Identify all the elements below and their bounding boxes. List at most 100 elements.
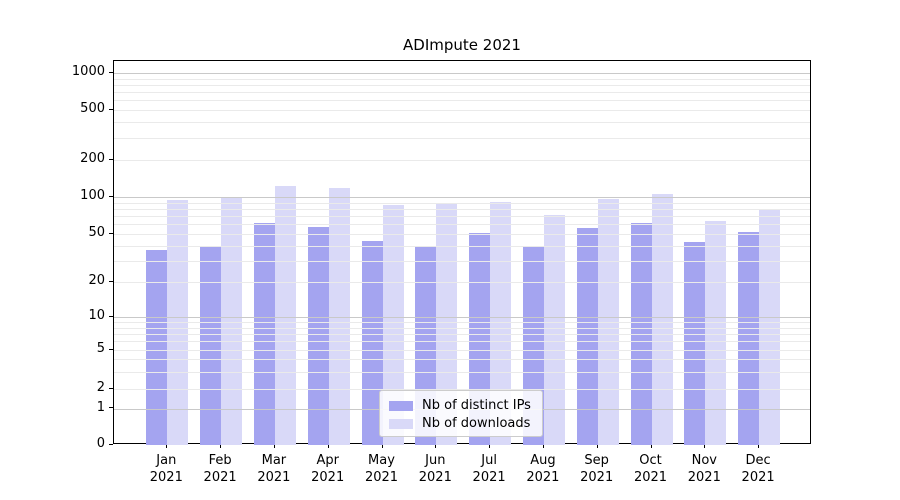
y-tick-label: 1 [96,399,105,415]
x-tick-label: Mar 2021 [257,453,291,485]
gridline-minor [114,100,810,102]
bar-distinct-ips-11 [738,231,760,445]
y-tick-label: 0 [96,436,105,451]
chart-title: ADImpute 2021 [403,36,521,54]
y-tick [109,315,113,317]
x-tick [220,444,222,448]
gridline-minor [114,110,810,111]
gridline-minor [114,224,810,226]
x-tick-label: Jan 2021 [149,453,183,485]
gridline-minor [114,216,810,218]
gridline-minor [114,282,810,283]
gridline-minor [114,359,810,361]
bar-distinct-ips-1 [200,245,222,445]
y-tick-label: 10 [88,308,105,323]
gridline-minor [114,322,810,324]
y-tick-label: 100 [80,188,105,203]
gridline-minor [114,137,810,139]
y-tick-label: 5 [96,341,105,356]
x-tick-label: May 2021 [364,453,399,485]
bar-downloads-7 [543,215,565,445]
x-tick-label: Oct 2021 [633,453,668,485]
x-tick-label: Feb 2021 [203,453,237,485]
plot-area [113,60,811,445]
y-tick-label: 50 [88,225,105,240]
bar-downloads-1 [221,197,243,445]
bar-downloads-11 [759,209,781,445]
gridline-minor [114,260,810,262]
x-tick [273,444,275,448]
y-tick-label: 500 [80,101,105,116]
x-tick [758,444,760,448]
grid-layer [114,61,810,443]
x-tick-label: Nov 2021 [687,453,721,485]
y-tick [109,71,113,73]
y-tick [109,407,113,408]
gridline-minor [114,78,810,80]
bar-distinct-ips-2 [253,222,275,445]
bar-distinct-ips-3 [307,227,329,445]
gridline-minor [114,202,810,204]
bar-downloads-3 [328,187,350,445]
y-tick-label: 20 [88,273,105,288]
y-tick [109,387,113,389]
x-tick-label: Aug 2021 [526,453,560,485]
bar-distinct-ips-0 [146,249,168,445]
y-tick [109,108,113,110]
gridline-minor [114,92,810,94]
gridline-major [114,73,810,74]
x-tick-label: Jun 2021 [418,453,452,485]
bar-downloads-2 [274,185,296,445]
gridline-minor [114,341,810,343]
gridline-minor [114,327,810,329]
legend-swatch-distinct-ips-icon [389,401,413,411]
y-tick [109,443,113,445]
y-tick [109,158,113,160]
x-tick [596,444,598,448]
legend-item-distinct-ips: Nb of distinct IPs [389,397,534,415]
legend: Nb of distinct IPs Nb of downloads [379,390,543,437]
x-tick [435,444,437,448]
gridline-minor [114,333,810,335]
gridline-minor [114,122,810,124]
bar-downloads-9 [651,193,673,445]
y-tick [109,232,113,234]
gridline-minor [114,84,810,86]
gridline-minor [114,208,810,210]
x-tick [381,444,383,448]
y-tick-label: 1000 [71,64,105,79]
gridline-minor [114,234,810,235]
gridline-minor [114,371,810,373]
y-tick [109,280,113,282]
legend-label-downloads: Nb of downloads [422,416,531,431]
x-tick [650,444,652,448]
legend-swatch-downloads-icon [389,419,413,429]
x-tick [489,444,491,448]
gridline-major [114,317,810,318]
x-tick [327,444,329,448]
y-tick [109,195,113,197]
x-tick-label: Jul 2021 [472,453,506,485]
y-tick-label: 2 [96,380,105,395]
bar-downloads-10 [705,220,727,445]
bar-distinct-ips-8 [576,227,598,445]
gridline-major [114,197,810,198]
bar-downloads-8 [597,199,619,445]
bars-layer [114,61,810,445]
bar-distinct-ips-9 [630,222,652,445]
x-tick-label: Apr 2021 [311,453,345,485]
x-tick-label: Dec 2021 [741,453,775,485]
gridline-minor [114,350,810,351]
legend-item-downloads: Nb of downloads [389,415,534,433]
y-tick [109,348,113,350]
y-tick-label: 200 [80,151,105,166]
legend-label-distinct-ips: Nb of distinct IPs [422,398,531,413]
gridline-minor [114,245,810,247]
bar-downloads-0 [167,199,189,445]
gridline-minor [114,160,810,161]
x-tick [166,444,168,448]
x-tick-label: Sep 2021 [580,453,614,485]
x-tick [704,444,706,448]
bar-distinct-ips-10 [684,241,706,445]
